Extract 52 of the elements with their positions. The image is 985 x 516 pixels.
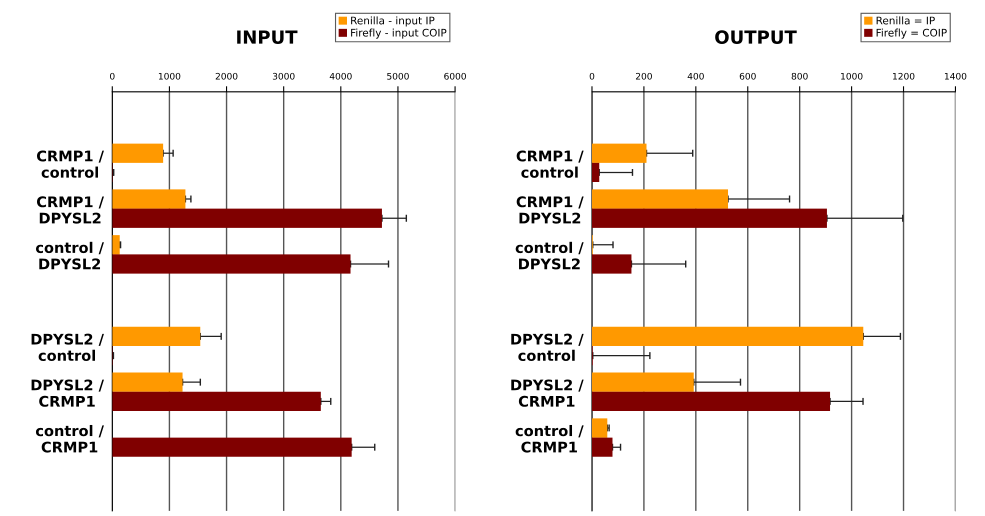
legend-label: Renilla - input IP	[351, 16, 434, 26]
y-tick-label: DPYSL2 / CRMP1	[32, 379, 104, 407]
y-tick-label: DPYSL2 / control	[32, 334, 104, 362]
x-tick-label: 5000	[387, 72, 409, 80]
x-tick-label: 2000	[216, 72, 238, 80]
chart-title: INPUT	[237, 30, 298, 44]
y-tick-label: CRMP1 / control	[516, 150, 584, 178]
y-tick-label: control / CRMP1	[516, 424, 584, 453]
bar	[592, 189, 728, 209]
y-tick-label: control / DPYSL2	[516, 242, 584, 270]
y-tick-label: DPYSL2 / control	[511, 334, 584, 362]
y-tick-label: CRMP1 / DPYSL2	[516, 196, 584, 224]
y-tick-label: CRMP1 / DPYSL2	[37, 196, 104, 224]
bar	[112, 208, 382, 228]
bar	[592, 392, 830, 412]
y-tick-label: DPYSL2 / CRMP1	[511, 379, 584, 407]
legend-label: Firefly = COIP	[876, 28, 947, 39]
bar	[112, 326, 200, 346]
y-tick-label: control / CRMP1	[36, 424, 104, 453]
chart-title: OUTPUT	[715, 30, 797, 44]
x-tick-label: 400	[688, 72, 704, 80]
x-tick-label: 200	[636, 72, 652, 80]
bar	[592, 438, 612, 457]
x-tick-label: 800	[792, 72, 808, 80]
y-tick-label: CRMP1 / control	[37, 150, 104, 178]
bar	[592, 162, 600, 182]
x-tick-label: 0	[590, 72, 594, 80]
x-tick-label: 1400	[944, 72, 966, 80]
bar	[112, 235, 120, 254]
bar	[592, 326, 864, 346]
bar	[592, 144, 647, 163]
x-tick-label: 1000	[158, 72, 180, 80]
legend-label: Renilla = IP	[876, 16, 935, 24]
bar	[112, 144, 164, 163]
bar	[592, 372, 694, 392]
x-tick-label: 4000	[330, 72, 352, 80]
bar	[112, 438, 352, 457]
x-tick-label: 3000	[272, 72, 295, 80]
bar	[592, 418, 608, 438]
x-tick-label: 600	[740, 72, 756, 80]
bar	[592, 208, 827, 228]
bar	[112, 189, 186, 209]
x-tick-label: 1200	[893, 72, 914, 80]
x-tick-label: 1000	[841, 72, 862, 80]
bar	[112, 372, 183, 392]
bar	[592, 254, 632, 274]
x-tick-label: 0	[110, 72, 115, 80]
y-tick-label: control / DPYSL2	[36, 242, 104, 270]
bar	[112, 254, 351, 274]
legend-label: Firefly - input COIP	[351, 28, 446, 39]
x-tick-label: 6000	[444, 72, 466, 80]
bar	[112, 392, 321, 412]
